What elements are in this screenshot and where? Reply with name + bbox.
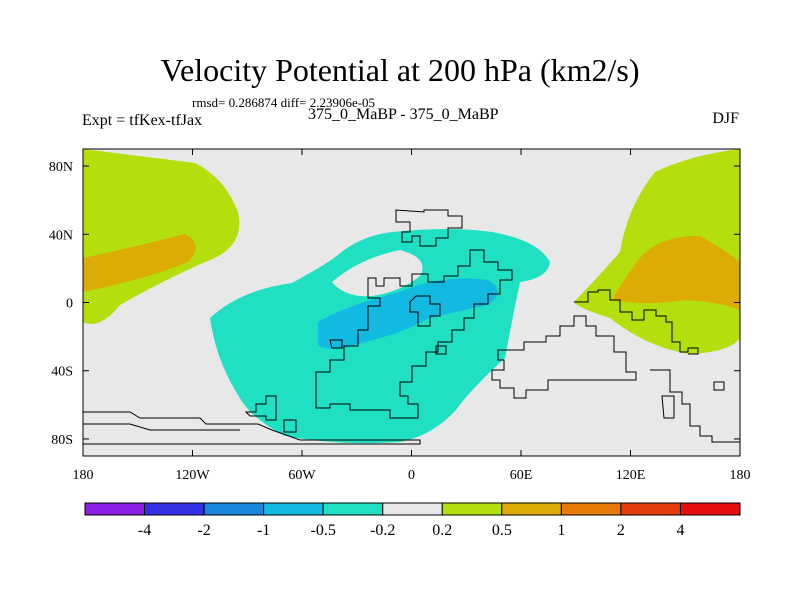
colorbar-swatch xyxy=(501,502,562,516)
colorbar-swatch xyxy=(679,502,741,516)
colorbar-swatch xyxy=(84,502,146,516)
contour-fills xyxy=(83,149,740,444)
case-label: 375_0_MaBP - 375_0_MaBP xyxy=(308,106,499,123)
colorbar-label: -4 xyxy=(138,522,151,539)
colorbar-swatch xyxy=(203,502,265,516)
colorbar-label: 1 xyxy=(557,522,565,539)
colorbar-label: -1 xyxy=(257,522,270,539)
x-tick-label: 180 xyxy=(730,468,751,483)
coastlines xyxy=(83,209,740,445)
colorbar-label: 2 xyxy=(617,522,625,539)
x-axis: 180 120W 60W 0 60E 120E 180 xyxy=(73,149,751,483)
colorbar-label: -0.5 xyxy=(311,522,336,539)
y-tick-label: 0 xyxy=(66,297,73,312)
region-west-strong-positive xyxy=(83,234,196,292)
y-tick-label: 40S xyxy=(51,365,73,380)
y-tick-label: 40N xyxy=(49,228,73,243)
x-tick-label: 60W xyxy=(288,468,316,483)
colorbar-label: -2 xyxy=(197,522,210,539)
colorbar-swatch xyxy=(144,502,205,516)
colorbar-swatch xyxy=(382,502,443,516)
x-tick-label: 120E xyxy=(616,468,646,483)
colorbar-swatch xyxy=(620,502,681,516)
y-axis: 80N 40N 0 40S 80S xyxy=(49,160,740,448)
experiment-label: Expt = tfKex-tfJax xyxy=(82,112,203,129)
chart-title: Velocity Potential at 200 hPa (km2/s) xyxy=(160,52,640,88)
x-tick-label: 60E xyxy=(510,468,533,483)
colorbar-label: 0.2 xyxy=(432,522,452,539)
y-tick-label: 80S xyxy=(51,433,73,448)
colorbar-swatch xyxy=(263,502,324,516)
stats-label: rmsd= 0.286874 diff= 2.23906e-05 xyxy=(192,95,376,110)
colorbar-swatch xyxy=(560,502,622,516)
colorbar-swatch xyxy=(441,502,503,516)
colorbar-swatch xyxy=(322,502,384,516)
region-east-strong-positive xyxy=(612,235,740,310)
x-tick-label: 120W xyxy=(175,468,210,483)
y-tick-label: 80N xyxy=(49,160,73,175)
colorbar-label: 4 xyxy=(676,522,684,539)
season-label: DJF xyxy=(712,110,739,127)
x-tick-label: 0 xyxy=(408,468,415,483)
colorbar: -4 -2 -1 -0.5 -0.2 0.2 0.5 1 2 4 xyxy=(84,502,741,539)
colorbar-label: -0.2 xyxy=(370,522,395,539)
colorbar-label: 0.5 xyxy=(492,522,512,539)
region-central-strong-negative xyxy=(318,278,498,349)
x-tick-label: 180 xyxy=(73,468,94,483)
